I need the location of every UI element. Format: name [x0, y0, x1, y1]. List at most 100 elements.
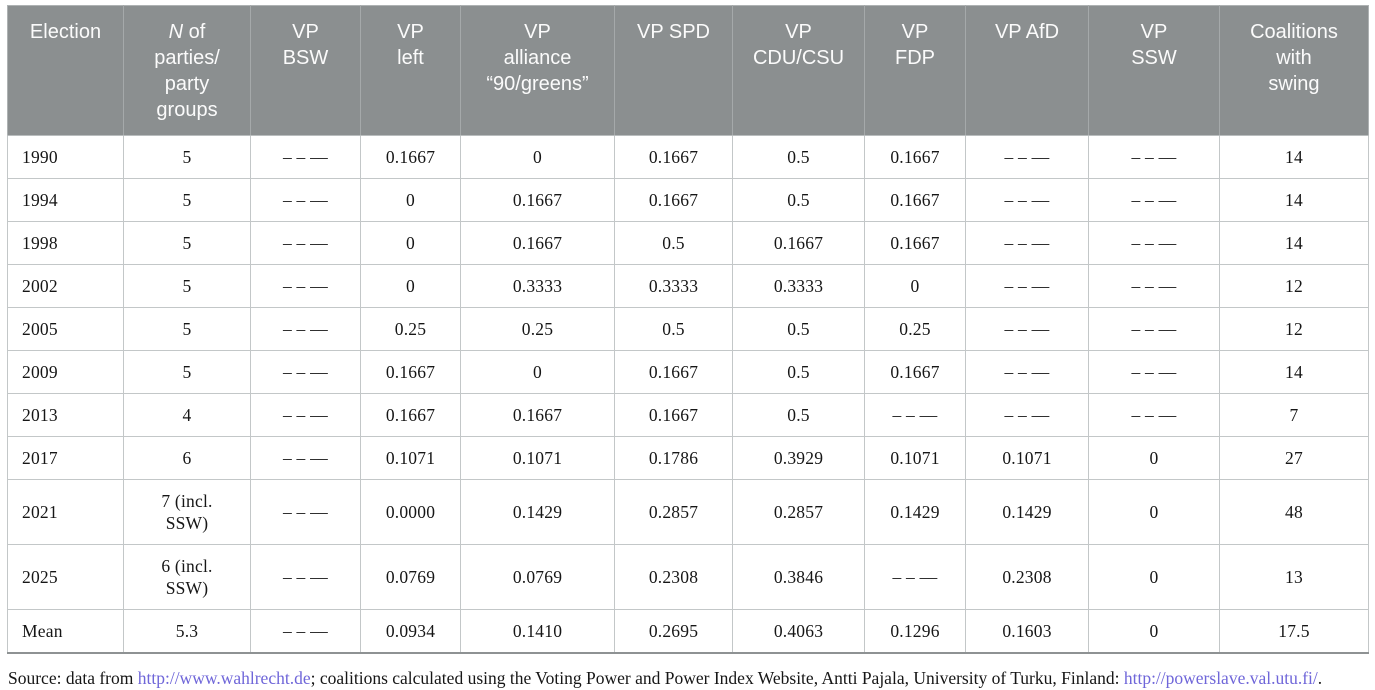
table-row: 1990 5– – –– 0.1667 0 0.1667 0.5 0.1667– – –– –…: [7, 135, 1369, 179]
cell-coalitions: 12: [1219, 307, 1369, 351]
table-row: 2002 5– – –– 0 0.3333 0.3333 0.3333 0– – –– – –…: [7, 264, 1369, 308]
cell-vp_alliance: 0: [460, 350, 615, 394]
cell-vp_cdu_csu: 0.3846: [732, 544, 865, 610]
wahlrecht-link[interactable]: http://www.wahlrecht.de: [137, 668, 311, 688]
cell-vp_spd: 0.2695: [614, 609, 733, 654]
table-row: 2017 6– – –– 0.1071 0.1071 0.1786 0.3929 0.107…: [7, 436, 1369, 480]
cell-vp_bsw: – – ––: [250, 307, 361, 351]
cell-coalitions: 27: [1219, 436, 1369, 480]
cell-vp_ssw: 0: [1088, 609, 1220, 654]
cell-n_parties: 5: [123, 178, 251, 222]
cell-election: 2013: [7, 393, 124, 437]
col-header-vp-cdu-csu: VP CDU/CSU: [732, 5, 865, 136]
cell-vp_spd: 0.2308: [614, 544, 733, 610]
cell-vp_bsw: – – ––: [250, 544, 361, 610]
cell-vp_cdu_csu: 0.4063: [732, 609, 865, 654]
cell-n_parties: 5: [123, 221, 251, 265]
cell-vp_alliance: 0.25: [460, 307, 615, 351]
cell-vp_ssw: 0: [1088, 436, 1220, 480]
cell-vp_left: 0.1667: [360, 135, 461, 179]
paper-table-figure: Election N of parties/ party groups VP B…: [7, 5, 1369, 690]
cell-vp_afd: 0.1071: [965, 436, 1089, 480]
cell-vp_alliance: 0.1071: [460, 436, 615, 480]
cell-vp_alliance: 0.1667: [460, 178, 615, 222]
table-row: 2021 7 (incl. SSW) – – –– 0.0000 0.1429 0.285…: [7, 479, 1369, 545]
cell-vp_alliance: 0.0769: [460, 544, 615, 610]
cell-vp_bsw: – – ––: [250, 436, 361, 480]
cell-vp_alliance: 0.1667: [460, 393, 615, 437]
cell-coalitions: 17.5: [1219, 609, 1369, 654]
cell-vp_bsw: – – ––: [250, 264, 361, 308]
cell-vp_fdp: 0.25: [864, 307, 966, 351]
cell-vp_left: 0: [360, 264, 461, 308]
cell-vp_afd: 0.1429: [965, 479, 1089, 545]
col-header-vp-fdp: VP FDP: [864, 5, 966, 136]
cell-coalitions: 14: [1219, 221, 1369, 265]
cell-vp_left: 0.0000: [360, 479, 461, 545]
cell-election: 2002: [7, 264, 124, 308]
cell-vp_alliance: 0.1410: [460, 609, 615, 654]
table-body: 1990 5– – –– 0.1667 0 0.1667 0.5 0.1667– – –– –…: [7, 135, 1369, 654]
header-row: Election N of parties/ party groups VP B…: [7, 5, 1369, 136]
col-header-vp-afd: VP AfD: [965, 5, 1089, 136]
cell-vp_cdu_csu: 0.1667: [732, 221, 865, 265]
cell-vp_afd: – – ––: [965, 393, 1089, 437]
cell-vp_left: 0.1667: [360, 393, 461, 437]
cell-vp_spd: 0.1667: [614, 178, 733, 222]
cell-vp_cdu_csu: 0.3333: [732, 264, 865, 308]
cell-vp_ssw: – – ––: [1088, 178, 1220, 222]
cell-vp_fdp: 0: [864, 264, 966, 308]
table-header: Election N of parties/ party groups VP B…: [7, 5, 1369, 136]
cell-n_parties: 6: [123, 436, 251, 480]
cell-vp_spd: 0.2857: [614, 479, 733, 545]
cell-election: 2017: [7, 436, 124, 480]
cell-vp_fdp: – – ––: [864, 544, 966, 610]
powerslave-link[interactable]: http://powerslave.val.utu.fi/: [1123, 668, 1318, 688]
cell-coalitions: 7: [1219, 393, 1369, 437]
cell-n_parties: 5: [123, 264, 251, 308]
cell-vp_afd: – – ––: [965, 221, 1089, 265]
cell-vp_spd: 0.1786: [614, 436, 733, 480]
cell-coalitions: 48: [1219, 479, 1369, 545]
col-header-vp-left: VP left: [360, 5, 461, 136]
cell-vp_bsw: – – ––: [250, 350, 361, 394]
cell-coalitions: 13: [1219, 544, 1369, 610]
cell-coalitions: 14: [1219, 178, 1369, 222]
cell-vp_cdu_csu: 0.5: [732, 135, 865, 179]
cell-vp_fdp: 0.1296: [864, 609, 966, 654]
source-suffix: .: [1317, 668, 1323, 688]
n-italic-label: N: [168, 21, 184, 43]
cell-vp_fdp: 0.1667: [864, 350, 966, 394]
cell-election: 2025: [7, 544, 124, 610]
cell-vp_ssw: – – ––: [1088, 264, 1220, 308]
cell-coalitions: 14: [1219, 135, 1369, 179]
cell-vp_spd: 0.5: [614, 307, 733, 351]
cell-vp_afd: – – ––: [965, 350, 1089, 394]
table-row: 1994 5– – –– 0 0.1667 0.1667 0.5 0.1667– – –– –…: [7, 178, 1369, 222]
cell-vp_ssw: – – ––: [1088, 307, 1220, 351]
cell-vp_afd: – – ––: [965, 178, 1089, 222]
cell-n_parties: 7 (incl. SSW): [123, 479, 251, 545]
cell-election: 1990: [7, 135, 124, 179]
cell-vp_bsw: – – ––: [250, 221, 361, 265]
n-rest-label: of parties/ party groups: [154, 21, 220, 121]
cell-n_parties: 6 (incl. SSW): [123, 544, 251, 610]
cell-n_parties: 4: [123, 393, 251, 437]
table-row: 2009 5– – –– 0.1667 0 0.1667 0.5 0.1667– – –– –…: [7, 350, 1369, 394]
cell-vp_cdu_csu: 0.3929: [732, 436, 865, 480]
source-prefix: Source: data from: [8, 668, 138, 688]
cell-vp_fdp: 0.1667: [864, 135, 966, 179]
cell-election: 2021: [7, 479, 124, 545]
col-header-vp-alliance-90-greens: VP alliance “90/greens”: [460, 5, 615, 136]
cell-vp_spd: 0.5: [614, 221, 733, 265]
cell-vp_afd: 0.2308: [965, 544, 1089, 610]
source-note: Source: data from http://www.wahlrecht.d…: [8, 667, 1368, 690]
cell-n_parties: 5: [123, 135, 251, 179]
cell-vp_alliance: 0.3333: [460, 264, 615, 308]
cell-vp_bsw: – – ––: [250, 609, 361, 654]
cell-vp_fdp: 0.1071: [864, 436, 966, 480]
cell-vp_ssw: – – ––: [1088, 221, 1220, 265]
table-row: 2013 4– – –– 0.1667 0.1667 0.1667 0.5– – –– – …: [7, 393, 1369, 437]
table-row: 2005 5– – –– 0.25 0.25 0.5 0.5 0.25– – –– – – –…: [7, 307, 1369, 351]
col-header-n-parties: N of parties/ party groups: [123, 5, 251, 136]
